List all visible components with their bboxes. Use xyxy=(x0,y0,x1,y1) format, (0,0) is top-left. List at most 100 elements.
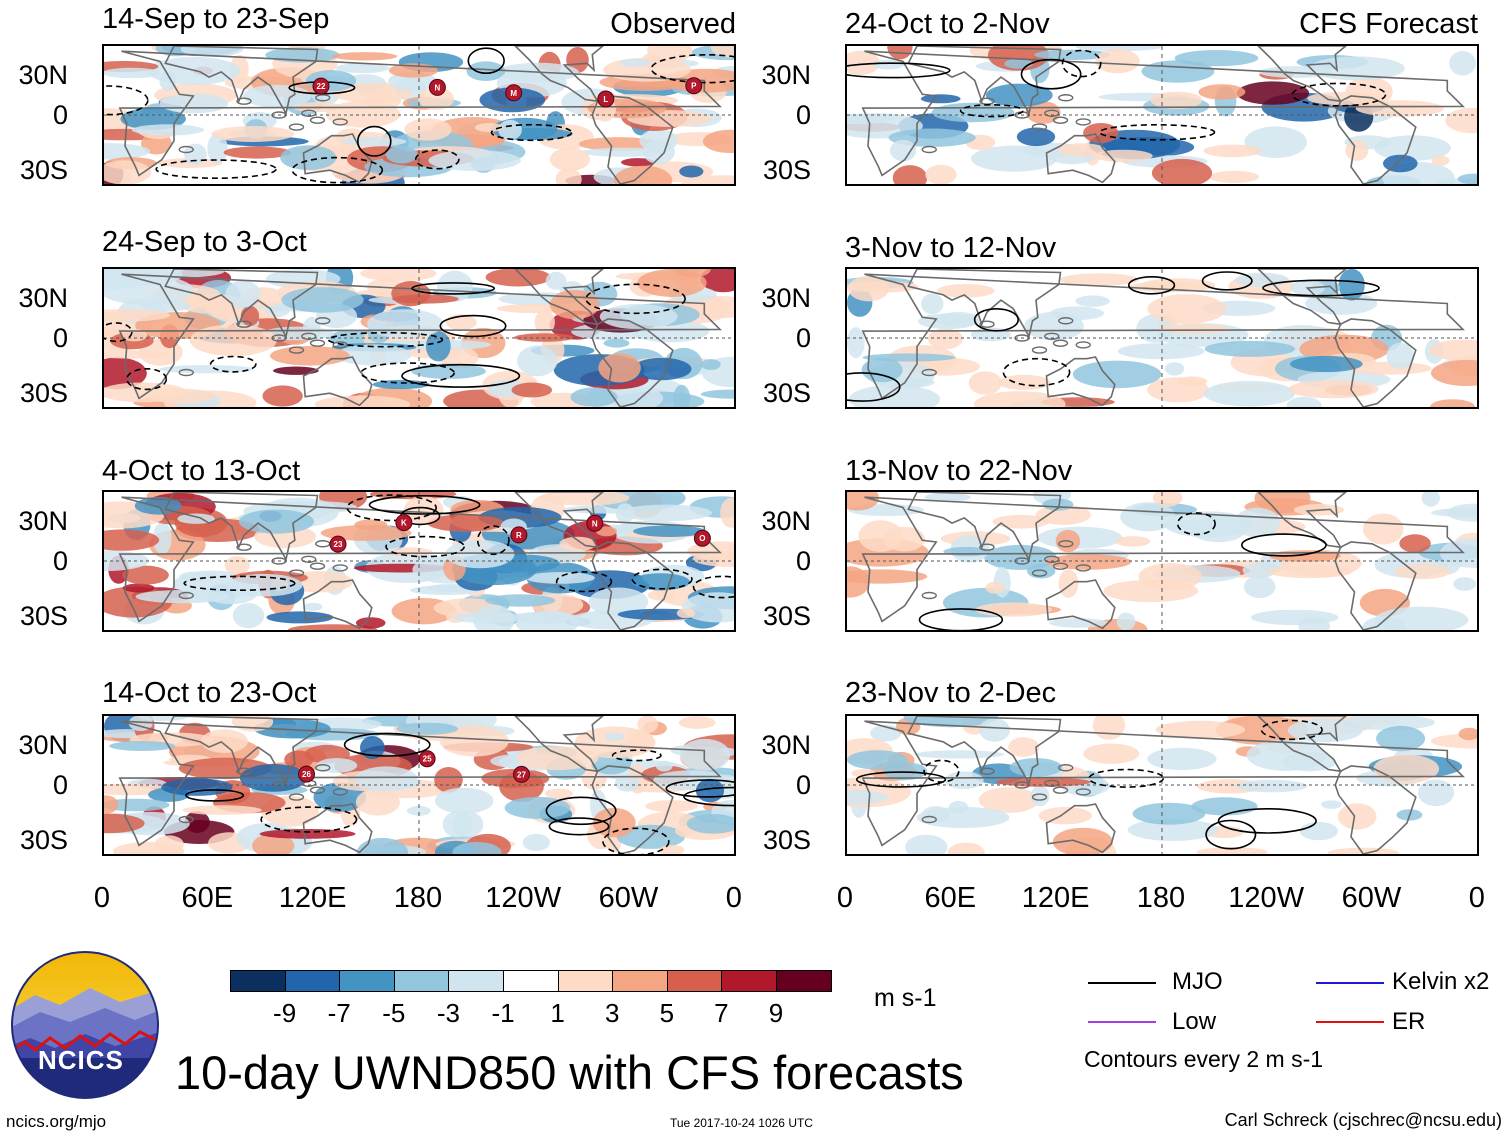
anomaly-blob xyxy=(262,385,303,407)
island-outline xyxy=(315,94,331,102)
mjo-contour xyxy=(1240,533,1327,557)
island-outline xyxy=(236,97,252,105)
anomaly-blob xyxy=(613,165,673,184)
anomaly-blob xyxy=(474,123,504,132)
anomaly-blob xyxy=(182,805,262,815)
island-outline xyxy=(301,555,317,563)
anomaly-blob xyxy=(104,813,145,834)
anomaly-blob xyxy=(104,795,119,814)
panel-title: 4-Oct to 13-Oct xyxy=(102,455,301,487)
island-outline xyxy=(1031,346,1048,354)
anomaly-blob xyxy=(104,550,150,571)
anomaly-blob xyxy=(332,52,398,61)
anomaly-blob xyxy=(516,746,599,771)
anomaly-blob xyxy=(680,175,734,184)
anomaly-blob xyxy=(1049,618,1108,628)
continent-outline xyxy=(514,492,605,549)
island-outline xyxy=(288,346,305,354)
storm-label: M xyxy=(510,89,517,98)
footer-timestamp: Tue 2017-10-24 1026 UTC xyxy=(670,1116,813,1130)
mjo-contour xyxy=(476,525,510,556)
anomaly-blob xyxy=(1095,48,1140,74)
x-tick-label: 120E xyxy=(1021,882,1090,914)
colorbar-label: -5 xyxy=(382,998,406,1028)
anomaly-blob xyxy=(425,331,451,362)
anomaly-blob xyxy=(1376,725,1426,752)
map-panel-fcst-2 xyxy=(845,267,1479,409)
island-outline xyxy=(1075,564,1091,572)
continent-outline xyxy=(1045,579,1116,630)
legend-mjo-label: MJO xyxy=(1172,968,1223,995)
colorbar-label: -7 xyxy=(327,998,351,1028)
mjo-contour xyxy=(439,314,507,338)
continent-outline xyxy=(1045,133,1116,184)
island-outline xyxy=(288,123,305,131)
wind-anomaly-map xyxy=(847,46,1477,184)
anomaly-blob xyxy=(1286,396,1322,407)
legend-low-label: Low xyxy=(1172,1008,1217,1035)
anomaly-blob xyxy=(596,526,617,537)
mjo-contour xyxy=(973,307,1019,332)
storm-label: 22 xyxy=(317,82,326,91)
anomaly-blob xyxy=(485,594,556,607)
anomaly-blob xyxy=(1004,58,1033,69)
anomaly-blob xyxy=(316,758,358,773)
anomaly-blob xyxy=(355,766,418,792)
y-tick-label: 30N xyxy=(761,283,811,313)
anomaly-blob xyxy=(403,496,444,524)
anomaly-blob xyxy=(1449,51,1476,76)
anomaly-blob xyxy=(152,522,172,555)
anomaly-blob xyxy=(1164,511,1253,538)
continent-outline xyxy=(1334,541,1417,630)
anomaly-blob xyxy=(534,309,555,335)
continent-outline xyxy=(118,720,722,847)
mjo-contour xyxy=(1061,49,1102,78)
anomaly-blob xyxy=(1215,716,1308,745)
continent-outline xyxy=(1334,765,1417,854)
storm-label: K xyxy=(401,519,407,528)
continent-outline xyxy=(591,318,674,407)
anomaly-blob xyxy=(1327,847,1400,854)
storm-marker: N xyxy=(586,514,604,532)
anomaly-blob xyxy=(1345,139,1369,161)
colorbar-swatch xyxy=(557,970,614,992)
mjo-contour xyxy=(356,125,392,157)
anomaly-blob xyxy=(943,546,991,557)
x-tick-label: 0 xyxy=(93,882,111,914)
anomaly-blob xyxy=(1164,362,1185,376)
anomaly-blob xyxy=(1116,612,1136,630)
mjo-contour xyxy=(1002,357,1071,387)
anomaly-blob xyxy=(1009,758,1063,777)
storm-marker: P xyxy=(685,77,703,95)
anomaly-blob xyxy=(1243,575,1276,599)
island-outline xyxy=(178,368,194,377)
island-outline xyxy=(1044,779,1060,787)
anomaly-blob xyxy=(925,164,957,184)
anomaly-blob xyxy=(848,275,889,302)
anomaly-blob xyxy=(109,741,176,751)
storm-marker: M xyxy=(505,84,523,102)
anomaly-blob xyxy=(720,497,734,528)
island-outline xyxy=(1044,555,1060,563)
colorbar-label: 1 xyxy=(550,998,565,1028)
anomaly-blob xyxy=(570,387,618,407)
anomaly-blob xyxy=(858,520,903,552)
legend-low-line xyxy=(1088,1021,1156,1023)
anomaly-blob xyxy=(131,124,205,136)
logo-text: NCICS xyxy=(38,1045,124,1075)
colorbar-label: 7 xyxy=(714,998,729,1028)
anomaly-blob xyxy=(555,168,582,184)
anomaly-blob xyxy=(978,787,1039,813)
anomaly-blob xyxy=(658,844,685,854)
anomaly-blob xyxy=(1429,339,1477,362)
anomaly-blob xyxy=(104,67,161,79)
mjo-contour xyxy=(692,575,734,599)
anomaly-blob xyxy=(404,118,452,141)
storm-label: O xyxy=(699,534,705,543)
anomaly-blob xyxy=(1016,127,1056,147)
anomaly-blob xyxy=(211,126,295,142)
island-outline xyxy=(309,116,326,124)
anomaly-blob xyxy=(1058,569,1079,598)
anomaly-blob xyxy=(1363,513,1404,545)
mjo-contour xyxy=(548,817,610,836)
